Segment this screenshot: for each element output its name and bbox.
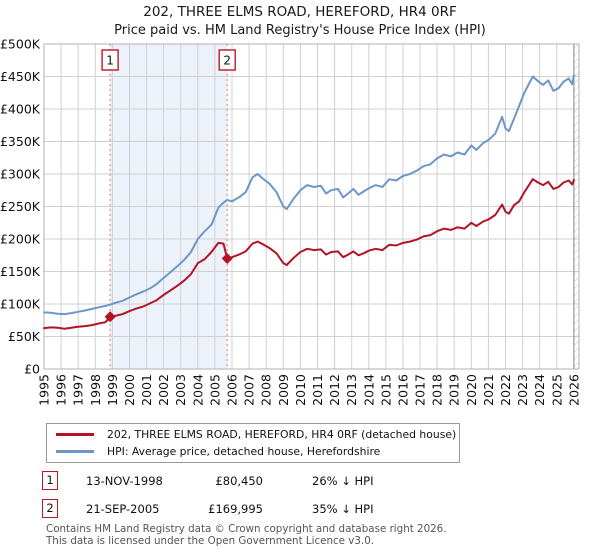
legend-label-hpi: HPI: Average price, detached house, Here… xyxy=(107,445,381,458)
svg-text:£450K: £450K xyxy=(0,69,41,84)
svg-text:2016: 2016 xyxy=(395,374,410,406)
x-axis-labels: 1995 1996 1997 1998 1999 2000 2001 2002 2003 2004… xyxy=(37,374,582,406)
plot-border xyxy=(43,43,580,370)
sale-annotation-row-2: 2 21-SEP-2005 £169,995 35% ↓ HPI xyxy=(0,499,600,521)
svg-text:£400K: £400K xyxy=(0,102,41,117)
svg-text:£50K: £50K xyxy=(8,329,41,344)
sale-1-date: 13-NOV-1998 xyxy=(86,474,163,488)
svg-text:2001: 2001 xyxy=(139,374,154,406)
svg-text:2000: 2000 xyxy=(122,374,137,406)
svg-text:2018: 2018 xyxy=(430,374,445,406)
sale-marker-label-box-1 xyxy=(101,49,119,71)
svg-text:2011: 2011 xyxy=(310,374,325,406)
svg-text:1996: 1996 xyxy=(54,374,69,406)
price-chart: 1 2 £0 £50K £100K £150K £200K £250K £300K £350K £4… xyxy=(0,37,582,406)
sale-marker-diamond-1 xyxy=(104,311,116,323)
svg-text:2025: 2025 xyxy=(549,374,564,406)
svg-text:2004: 2004 xyxy=(190,374,205,406)
svg-text:2022: 2022 xyxy=(498,374,513,406)
footer-line-1: Contains HM Land Registry data © Crown c… xyxy=(46,523,447,535)
svg-text:2021: 2021 xyxy=(481,374,496,406)
sale-marker-label-box-2 xyxy=(218,49,236,71)
svg-text:2007: 2007 xyxy=(242,374,257,406)
svg-text:2020: 2020 xyxy=(464,374,479,406)
svg-text:£100K: £100K xyxy=(0,297,41,312)
price-paid-line xyxy=(43,178,575,330)
svg-text:2013: 2013 xyxy=(344,374,359,406)
svg-text:1995: 1995 xyxy=(37,374,52,406)
sale-1-number-badge: 1 xyxy=(42,471,58,490)
legend-item-hpi: HPI: Average price, detached house, Here… xyxy=(47,443,459,460)
svg-text:2014: 2014 xyxy=(361,374,376,406)
sale-2-date: 21-SEP-2005 xyxy=(86,502,160,516)
svg-text:2009: 2009 xyxy=(276,374,291,406)
svg-text:2023: 2023 xyxy=(515,374,530,406)
svg-text:2019: 2019 xyxy=(447,374,462,406)
sale-2-hpi-diff: 35% ↓ HPI xyxy=(312,502,374,516)
svg-text:1997: 1997 xyxy=(71,374,86,406)
svg-text:£250K: £250K xyxy=(0,199,41,214)
svg-text:£500K: £500K xyxy=(0,37,41,52)
svg-text:2017: 2017 xyxy=(413,374,428,406)
page-title: 202, THREE ELMS ROAD, HEREFORD, HR4 0RF xyxy=(143,4,457,20)
svg-text:£200K: £200K xyxy=(0,232,41,247)
copyright-footer: Contains HM Land Registry data © Crown c… xyxy=(46,523,447,547)
svg-text:2003: 2003 xyxy=(173,374,188,406)
price-paid-line-swatch xyxy=(56,433,94,436)
svg-text:2010: 2010 xyxy=(293,374,308,406)
legend-label-price-paid: 202, THREE ELMS ROAD, HEREFORD, HR4 0RF … xyxy=(107,428,457,441)
svg-text:2024: 2024 xyxy=(532,374,547,406)
sale-1-price: £80,450 xyxy=(215,474,263,488)
svg-text:£300K: £300K xyxy=(0,167,41,182)
svg-text:£0: £0 xyxy=(24,362,40,377)
sale-marker-label-2: 2 xyxy=(223,54,231,68)
svg-text:1998: 1998 xyxy=(88,374,103,406)
legend-item-price-paid: 202, THREE ELMS ROAD, HEREFORD, HR4 0RF … xyxy=(47,426,459,443)
svg-text:2005: 2005 xyxy=(207,374,222,406)
svg-text:2015: 2015 xyxy=(378,374,393,406)
sale-1-hpi-diff: 26% ↓ HPI xyxy=(312,474,374,488)
sale-annotation-row-1: 1 13-NOV-1998 £80,450 26% ↓ HPI xyxy=(0,471,600,493)
sale-2-number-badge: 2 xyxy=(42,499,58,518)
hpi-line-swatch xyxy=(56,450,94,453)
sale-marker-label-1: 1 xyxy=(106,54,114,68)
svg-text:2008: 2008 xyxy=(259,374,274,406)
y-axis-labels: £0 £50K £100K £150K £200K £250K £300K £350K £400… xyxy=(0,37,41,377)
svg-text:£350K: £350K xyxy=(0,134,41,149)
svg-text:2002: 2002 xyxy=(156,374,171,406)
footer-line-2: This data is licensed under the Open Gov… xyxy=(46,534,375,547)
sale-marker-diamond-2 xyxy=(221,253,233,265)
svg-text:2006: 2006 xyxy=(225,374,240,406)
sale-2-price: £169,995 xyxy=(208,502,263,516)
svg-text:£150K: £150K xyxy=(0,264,41,279)
hpi-line xyxy=(43,74,575,316)
future-hatch-band xyxy=(573,44,579,369)
page-subtitle: Price paid vs. HM Land Registry's House … xyxy=(114,23,486,38)
svg-text:2026: 2026 xyxy=(566,374,581,406)
svg-text:2012: 2012 xyxy=(327,374,342,406)
svg-text:1999: 1999 xyxy=(105,374,120,406)
chart-legend: 202, THREE ELMS ROAD, HEREFORD, HR4 0RF … xyxy=(46,423,460,463)
